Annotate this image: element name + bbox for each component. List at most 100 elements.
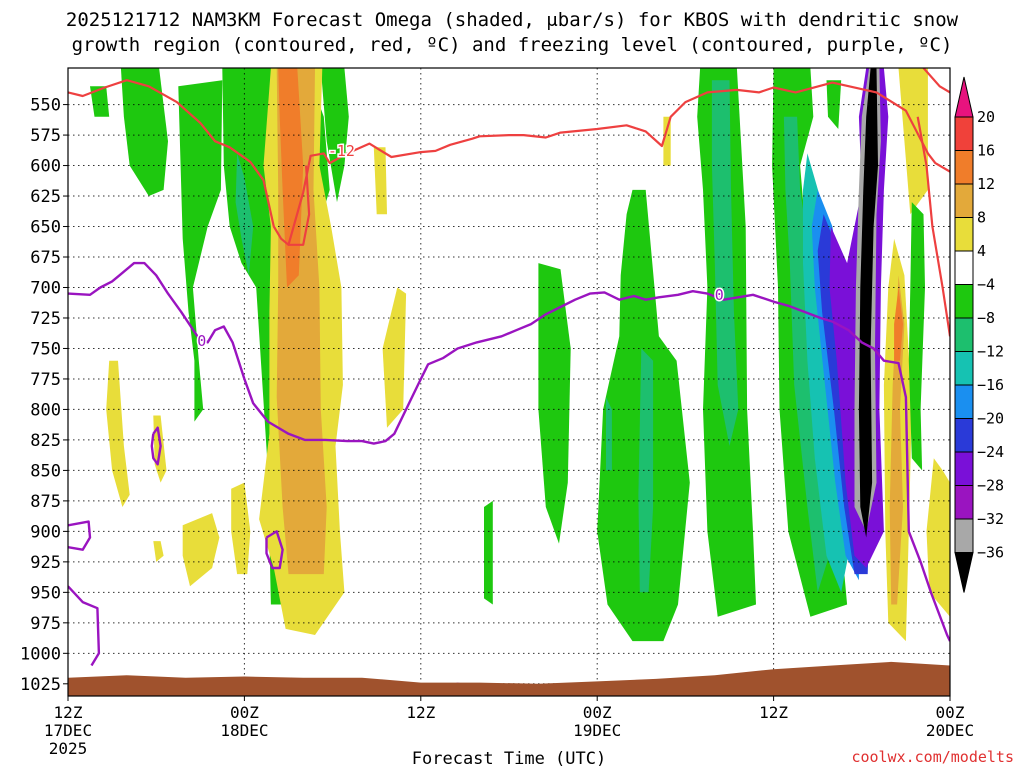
colorbar-label-11: −28 bbox=[977, 477, 1004, 495]
colorbar-segment-3 bbox=[954, 183, 974, 218]
y-tick-label-725: 725 bbox=[30, 309, 61, 329]
freezing-contour-0 bbox=[68, 261, 950, 642]
y-tick-label-750: 750 bbox=[30, 339, 61, 359]
omega-region-orange-right bbox=[889, 275, 905, 605]
colorbar-segment-13 bbox=[954, 518, 974, 553]
colorbar-label-4: 4 bbox=[977, 242, 986, 260]
axes: 550 575 600 625 650 675 700 725 750 775 800 825 850 8… bbox=[20, 96, 974, 758]
x-tick-date-12: 18DEC bbox=[220, 721, 268, 740]
colorbar-segment-2 bbox=[954, 150, 974, 185]
colorbar-segment-6 bbox=[954, 284, 974, 319]
colorbar-label-9: −20 bbox=[977, 410, 1004, 428]
contour-lines: -12 0 0 bbox=[68, 68, 950, 689]
colorbar-label-10: −24 bbox=[977, 443, 1004, 461]
omega-region-green-early-5 bbox=[320, 68, 349, 203]
y-tick-label-675: 675 bbox=[30, 248, 61, 268]
omega-region-green-mid-1 bbox=[484, 500, 493, 605]
colorbar-label-13: −36 bbox=[977, 544, 1004, 562]
x-tick-label-48: 12Z bbox=[759, 703, 788, 722]
freezing-contour-4 bbox=[265, 530, 284, 570]
omega-region-green-right-4 bbox=[908, 202, 925, 471]
y-tick-label-600: 600 bbox=[30, 157, 61, 177]
freezing-contour-3 bbox=[150, 426, 162, 466]
freezing-contour-label-1: 0 bbox=[197, 332, 206, 350]
y-tick-label-800: 800 bbox=[30, 400, 61, 420]
x-tick-date-0: 17DEC bbox=[44, 721, 92, 740]
colorbar-label-12: −32 bbox=[977, 510, 1004, 528]
dgz-contour-2 bbox=[922, 68, 950, 94]
omega-region-black-right bbox=[858, 68, 878, 538]
dgz-contour-label: -12 bbox=[328, 142, 355, 160]
x-tick-label-24: 12Z bbox=[406, 703, 435, 722]
omega-region-green-early-2 bbox=[120, 68, 168, 196]
colorbar-label-7: −12 bbox=[977, 343, 1004, 361]
colorbar-label-1: 16 bbox=[977, 142, 995, 160]
y-tick-label-650: 650 bbox=[30, 218, 61, 238]
omega-region-yellow-early-5 bbox=[153, 541, 164, 562]
chart-title-line2: growth region (contoured, red, ºC) and f… bbox=[72, 34, 953, 56]
colorbar-segment-9 bbox=[954, 384, 974, 419]
omega-region-red-right bbox=[894, 287, 903, 361]
colorbar-label-5: −4 bbox=[977, 276, 995, 294]
x-tick-label-36: 00Z bbox=[583, 703, 612, 722]
omega-region-yellow-early-3 bbox=[182, 513, 220, 587]
omega-region-yellow-mid-2 bbox=[382, 287, 407, 428]
colorbar-segment-4 bbox=[954, 217, 974, 252]
x-tick-label-60: 00Z bbox=[936, 703, 965, 722]
colorbar-segment-12 bbox=[954, 485, 974, 520]
omega-region-yellow-mid-1 bbox=[373, 147, 387, 215]
omega-region-red-main bbox=[278, 68, 304, 288]
y-tick-label-950: 950 bbox=[30, 583, 61, 603]
omega-region-yellow-right-4 bbox=[926, 458, 950, 617]
omega-region-yellow-early-4 bbox=[231, 482, 251, 575]
freezing-contour-1 bbox=[68, 520, 92, 551]
freezing-contour-label-2: 0 bbox=[715, 286, 724, 304]
surface-fill bbox=[68, 661, 950, 696]
freezing-contour-2 bbox=[68, 585, 101, 667]
omega-region-green-mid-2 bbox=[538, 263, 571, 544]
chart-title-line1: 2025121712 NAM3KM Forecast Omega (shaded… bbox=[66, 9, 959, 31]
colorbar-segment-10 bbox=[954, 418, 974, 453]
y-tick-label-850: 850 bbox=[30, 461, 61, 481]
omega-region-teal-right-1 bbox=[711, 80, 739, 446]
y-tick-label-975: 975 bbox=[30, 614, 61, 634]
y-tick-label-825: 825 bbox=[30, 431, 61, 451]
colorbar-segment-5 bbox=[954, 250, 974, 285]
colorbar-label-8: −16 bbox=[977, 376, 1004, 394]
x-tick-date-36: 19DEC bbox=[573, 721, 621, 740]
omega-region-yellow-right-2 bbox=[898, 68, 928, 215]
omega-region-yellow-right-1 bbox=[663, 116, 671, 166]
y-tick-label-775: 775 bbox=[30, 370, 61, 390]
y-tick-label-550: 550 bbox=[30, 96, 61, 116]
x-tick-label-12: 00Z bbox=[230, 703, 259, 722]
x-axis-label: Forecast Time (UTC) bbox=[412, 749, 606, 768]
omega-region-green-early-1 bbox=[90, 86, 110, 117]
colorbar-top-arrow bbox=[954, 76, 974, 118]
x-tick-year-0: 2025 bbox=[49, 739, 88, 758]
y-tick-label-1000: 1000 bbox=[20, 644, 61, 664]
colorbar: 20 16 12 8 4 −4 −8 −12 −16 −20 −24 −28 −32 −36 bbox=[954, 76, 1004, 593]
colorbar-label-2: 12 bbox=[977, 175, 995, 193]
plot-frame bbox=[67, 67, 951, 697]
y-tick-label-1025: 1025 bbox=[20, 675, 61, 695]
omega-region-teal-mid-2 bbox=[606, 397, 612, 471]
dgz-contour-3 bbox=[916, 116, 950, 337]
credit-text: coolwx.com/modelts bbox=[851, 748, 1014, 766]
colorbar-label-6: −8 bbox=[977, 309, 995, 327]
surface-terrain bbox=[68, 661, 950, 696]
x-tick-date-60: 20DEC bbox=[926, 721, 974, 740]
colorbar-label-3: 8 bbox=[977, 209, 986, 227]
y-tick-label-925: 925 bbox=[30, 553, 61, 573]
y-tick-label-875: 875 bbox=[30, 492, 61, 512]
colorbar-segment-1 bbox=[954, 116, 974, 151]
colorbar-segment-11 bbox=[954, 451, 974, 486]
colorbar-label-0: 20 bbox=[977, 108, 995, 126]
dgz-contour-1 bbox=[288, 165, 311, 246]
dgz-contour-0 bbox=[68, 79, 950, 246]
omega-shading bbox=[90, 68, 950, 642]
y-tick-label-900: 900 bbox=[30, 522, 61, 542]
x-tick-label-0: 12Z bbox=[54, 703, 83, 722]
colorbar-segment-7 bbox=[954, 317, 974, 352]
plot-area: -12 0 0 bbox=[68, 68, 950, 696]
